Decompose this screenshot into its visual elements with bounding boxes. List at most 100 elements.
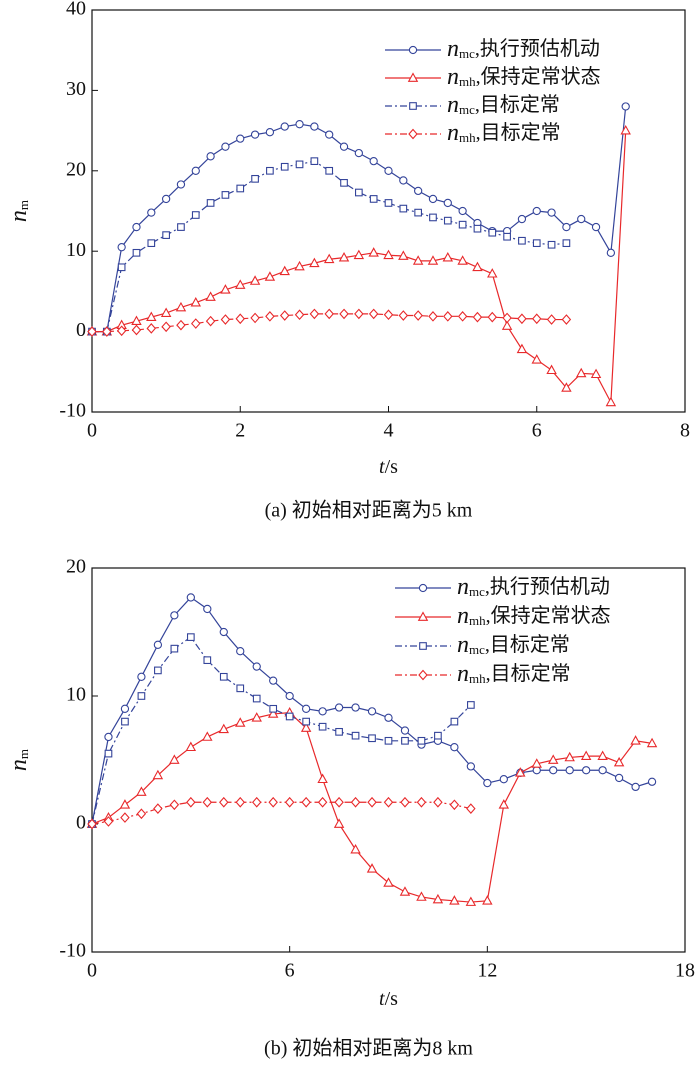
marker: [252, 662, 261, 671]
marker: [546, 364, 557, 375]
marker: [218, 723, 230, 734]
marker: [384, 199, 393, 207]
marker: [532, 239, 541, 248]
marker: [516, 343, 528, 354]
marker: [87, 818, 97, 830]
marker: [104, 749, 113, 758]
marker: [384, 713, 393, 722]
marker: [498, 799, 510, 809]
marker: [488, 228, 497, 237]
marker: [369, 157, 378, 166]
legend-marker: [409, 102, 417, 110]
marker: [266, 166, 274, 175]
marker: [472, 261, 483, 272]
marker: [333, 818, 345, 828]
marker: [547, 754, 559, 764]
marker: [335, 727, 343, 736]
marker: [206, 199, 215, 207]
marker: [219, 796, 229, 808]
marker: [413, 310, 423, 321]
marker: [251, 712, 262, 722]
x-tick-label: 2: [235, 420, 245, 442]
marker: [205, 291, 216, 301]
marker: [487, 311, 498, 323]
marker: [132, 222, 141, 232]
marker: [443, 198, 452, 208]
marker: [318, 707, 327, 716]
caption: (a) 初始相对距离为5 km: [265, 499, 473, 522]
marker: [221, 191, 230, 199]
marker: [310, 157, 319, 166]
marker: [295, 160, 304, 169]
marker: [103, 816, 114, 827]
marker: [104, 732, 113, 742]
series-line: [91, 801, 471, 825]
legend-marker: [408, 128, 418, 140]
marker: [219, 672, 228, 681]
marker: [517, 214, 527, 224]
marker: [597, 750, 608, 761]
marker: [302, 717, 310, 726]
legend-marker: [408, 45, 418, 55]
marker: [191, 318, 201, 329]
marker: [434, 731, 442, 740]
marker: [580, 750, 592, 761]
marker: [269, 704, 278, 713]
marker: [565, 766, 574, 775]
marker: [334, 703, 344, 712]
marker: [416, 891, 427, 901]
marker: [351, 731, 360, 740]
marker: [309, 308, 320, 320]
marker: [119, 799, 131, 809]
marker: [368, 247, 379, 257]
marker: [334, 796, 344, 808]
marker: [117, 243, 126, 252]
marker: [154, 666, 162, 675]
x-tick-label: 0: [87, 960, 97, 982]
legend-marker: [407, 72, 419, 82]
marker: [236, 684, 245, 693]
marker: [428, 194, 438, 204]
marker: [169, 799, 180, 811]
marker: [177, 223, 185, 231]
series-line: [92, 160, 567, 333]
marker: [251, 174, 259, 183]
marker: [220, 314, 231, 325]
marker: [235, 279, 246, 289]
y-tick-label: 0: [76, 812, 86, 834]
marker: [301, 796, 311, 808]
marker: [482, 895, 493, 905]
marker: [549, 766, 558, 775]
marker: [325, 166, 334, 175]
marker: [285, 712, 294, 721]
marker: [146, 311, 157, 321]
marker: [294, 309, 305, 321]
marker: [487, 268, 498, 278]
marker: [279, 310, 290, 321]
marker: [369, 195, 378, 203]
marker: [202, 796, 213, 808]
marker: [162, 231, 170, 239]
marker: [518, 236, 526, 245]
marker: [383, 796, 394, 808]
marker: [294, 260, 305, 271]
marker: [450, 717, 459, 726]
marker: [429, 213, 437, 222]
marker: [564, 751, 575, 762]
marker: [137, 672, 146, 681]
legend-label: nmh,保持定常状态: [457, 603, 611, 629]
marker: [620, 124, 631, 135]
legend-marker: [419, 642, 427, 650]
marker: [562, 222, 571, 232]
legend-label: nmc,执行预估机动: [447, 36, 600, 62]
marker: [136, 808, 147, 820]
marker: [384, 166, 393, 175]
marker: [309, 257, 320, 268]
marker: [472, 311, 483, 323]
marker: [236, 134, 245, 143]
marker: [121, 717, 129, 726]
y-tick-label: 10: [66, 684, 86, 706]
y-tick-label: -10: [59, 400, 86, 422]
